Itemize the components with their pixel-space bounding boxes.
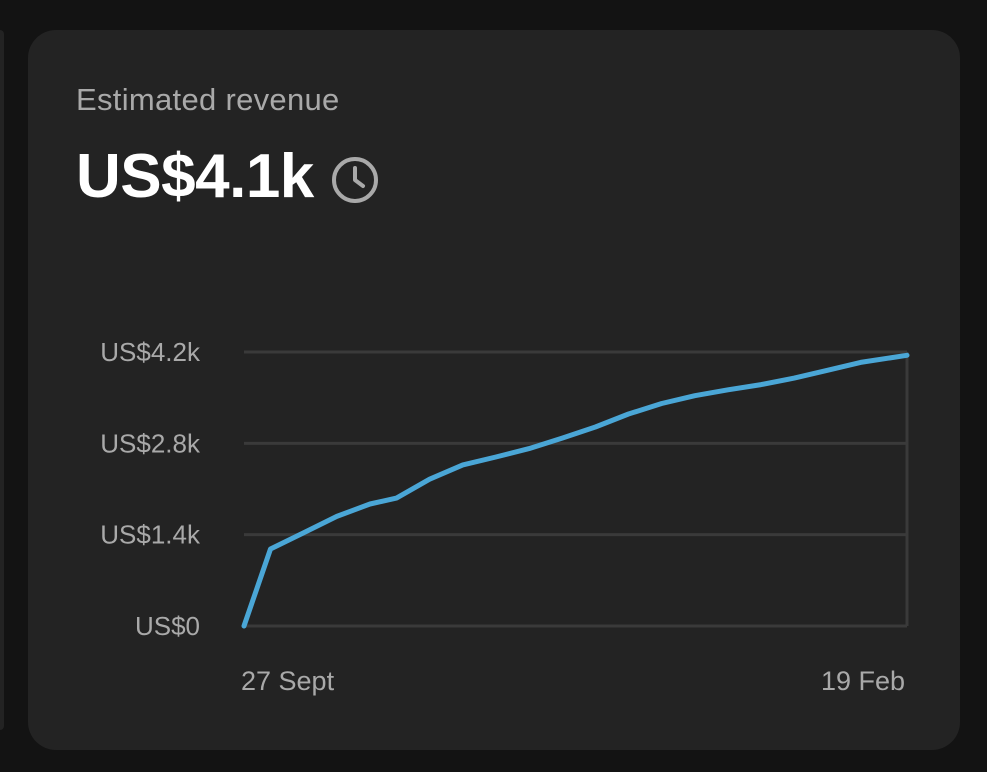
x-tick-label-end: 19 Feb: [821, 666, 905, 696]
y-tick-label: US$4.2k: [100, 337, 201, 367]
revenue-card: Estimated revenue US$4.1k: [28, 30, 960, 750]
card-title: Estimated revenue: [76, 82, 340, 117]
y-tick-label: US$0: [135, 611, 200, 641]
clock-icon[interactable]: [330, 155, 380, 205]
adjacent-card-edge: [0, 30, 4, 730]
revenue-headline: US$4.1k: [76, 142, 380, 212]
revenue-value: US$4.1k: [76, 142, 314, 211]
y-tick-label: US$1.4k: [100, 520, 201, 550]
x-tick-label-start: 27 Sept: [241, 666, 335, 696]
y-tick-label: US$2.8k: [100, 428, 201, 458]
revenue-series-line: [241, 352, 910, 629]
